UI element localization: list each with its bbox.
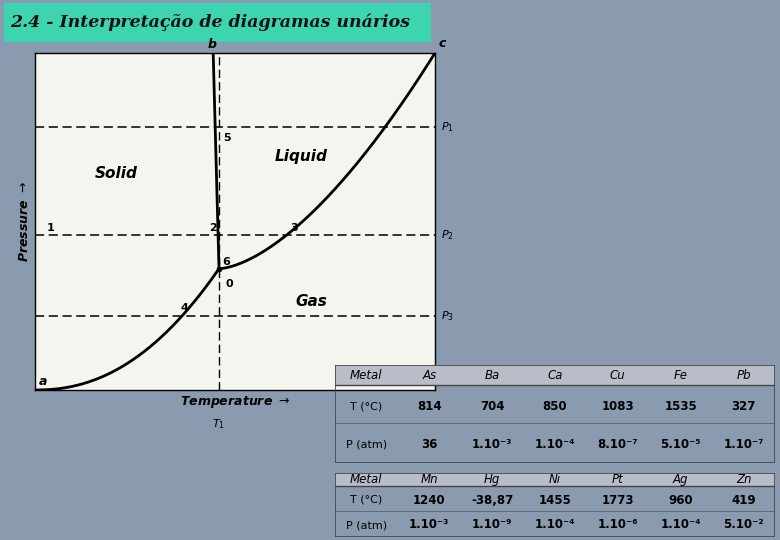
Text: T (°C): T (°C) [350,401,382,411]
Text: Gas: Gas [295,294,327,309]
Text: 1083: 1083 [601,400,634,413]
Text: Zn: Zn [736,473,751,486]
Y-axis label: Pressure $\rightarrow$: Pressure $\rightarrow$ [18,181,31,262]
Text: 1.10⁻⁹: 1.10⁻⁹ [472,518,512,531]
Text: 850: 850 [543,400,567,413]
Text: 327: 327 [732,400,756,413]
Text: 814: 814 [417,400,441,413]
Text: Fe: Fe [674,369,688,382]
Text: 6: 6 [223,258,231,267]
Text: P (atm): P (atm) [346,440,387,450]
Text: Ag: Ag [673,473,689,486]
Text: 1: 1 [47,223,55,233]
Text: 1.10⁻⁴: 1.10⁻⁴ [535,518,576,531]
Text: Liquid: Liquid [275,149,328,164]
Text: Metal: Metal [350,369,383,382]
Text: b: b [207,38,216,51]
Text: Pt: Pt [612,473,624,486]
Text: 3: 3 [291,223,298,233]
Text: 2: 2 [209,223,217,233]
Text: a: a [39,375,48,388]
Text: 1.10⁻³: 1.10⁻³ [472,438,512,451]
Text: Metal: Metal [350,473,383,486]
Text: Mn: Mn [420,473,438,486]
Text: Solid: Solid [95,166,138,181]
Text: 704: 704 [480,400,505,413]
Text: Ca: Ca [548,369,562,382]
Text: 960: 960 [668,494,693,507]
Text: 1773: 1773 [601,494,634,507]
Text: Hg: Hg [484,473,500,486]
Text: 1.10⁻⁶: 1.10⁻⁶ [597,518,638,531]
Text: c: c [439,37,446,50]
Text: 1455: 1455 [538,494,572,507]
Text: As: As [422,369,436,382]
Text: T (°C): T (°C) [350,495,382,505]
Text: -38,87: -38,87 [471,494,513,507]
Text: 5.10⁻²: 5.10⁻² [723,518,764,531]
Text: 4: 4 [180,303,188,313]
X-axis label: Temperature $\rightarrow$: Temperature $\rightarrow$ [180,394,290,410]
Text: 0: 0 [225,279,232,289]
Text: 1535: 1535 [665,400,697,413]
Text: 5: 5 [223,133,231,143]
Text: 1.10⁻⁷: 1.10⁻⁷ [723,438,764,451]
Text: 5.10⁻⁵: 5.10⁻⁵ [661,438,701,451]
Text: 1.10⁻⁴: 1.10⁻⁴ [661,518,701,531]
Text: $T_1$: $T_1$ [212,417,225,431]
Text: 8.10⁻⁷: 8.10⁻⁷ [597,438,638,451]
Text: Pb: Pb [736,369,751,382]
Text: 419: 419 [732,494,756,507]
Text: $P_3$: $P_3$ [441,309,454,323]
Text: $P_2$: $P_2$ [441,228,454,242]
Text: 2.4 - Interpretação de diagramas unários: 2.4 - Interpretação de diagramas unários [10,14,410,31]
Text: P (atm): P (atm) [346,520,387,530]
Text: Cu: Cu [610,369,626,382]
Text: 1240: 1240 [413,494,445,507]
FancyBboxPatch shape [335,365,775,385]
Text: 36: 36 [421,438,438,451]
Text: Ni: Ni [549,473,561,486]
Text: 1.10⁻⁴: 1.10⁻⁴ [535,438,576,451]
FancyBboxPatch shape [335,473,775,486]
Text: $P_1$: $P_1$ [441,120,454,134]
Text: 1.10⁻³: 1.10⁻³ [409,518,449,531]
Text: Ba: Ba [484,369,500,382]
